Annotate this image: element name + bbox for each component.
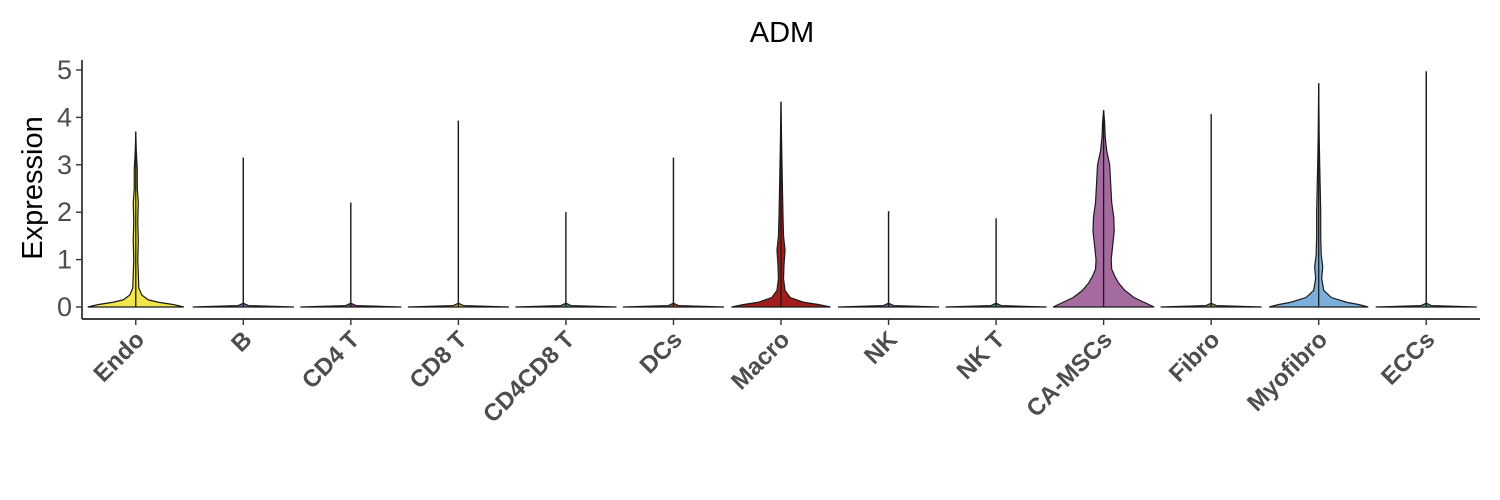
y-tick-label: 3 <box>57 150 72 180</box>
y-tick-label: 2 <box>57 197 72 227</box>
x-tick-label: CD4 T <box>297 326 365 394</box>
y-tick-label: 0 <box>57 292 72 322</box>
x-tick-label: Macro <box>726 326 795 395</box>
x-tick-label: NK T <box>952 326 1011 385</box>
x-tick-label: CA-MSCs <box>1021 326 1117 422</box>
x-tick-label: CD8 T <box>405 326 473 394</box>
y-axis-label: Expression <box>17 116 49 259</box>
chart-title: ADM <box>750 17 814 49</box>
x-tick-label: Myofibro <box>1242 326 1333 417</box>
plot-area: 0 1 2 3 4 5 Endo B CD4 T CD8 T CD4CD8 T DCs Macro NK N… <box>57 55 1480 428</box>
x-tick-label: ECCs <box>1376 326 1440 390</box>
x-tick-label: B <box>226 326 257 357</box>
y-tick-label: 1 <box>57 245 72 275</box>
x-tick-label: Endo <box>88 326 150 388</box>
y-tick-label: 4 <box>57 102 72 132</box>
y-tick-label: 5 <box>57 55 72 85</box>
x-tick-label: DCs <box>635 326 688 379</box>
x-tick-label: NK <box>859 326 903 370</box>
x-tick-label: Fibro <box>1164 326 1226 388</box>
x-tick-label: CD4CD8 T <box>478 326 580 428</box>
